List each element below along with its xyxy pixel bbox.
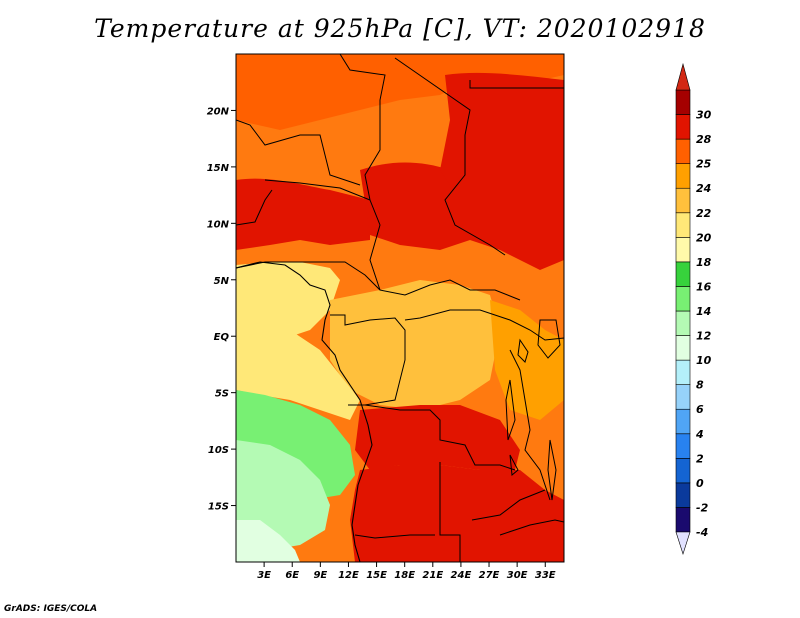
colorbar-swatch [675,408,691,435]
region-congo-basin [330,280,500,410]
border-line [236,189,273,226]
y-tick-label: 5N [214,276,230,287]
region-angola-zambia-plateau [355,405,520,470]
x-tick-label: 21E [422,570,443,581]
lake-outline [517,338,529,363]
x-tick-label: 3E [257,570,271,581]
x-tick-label: 9E [313,570,327,581]
y-tick-label: 10N [207,219,230,230]
colorbar-swatch [675,384,691,410]
border-line [394,57,506,256]
x-axis: 3E 6E 9E 12E 15E 18E 21E 24E 27E 30E 33E [257,562,556,581]
region-western-sahel-band [236,178,370,250]
colorbar-label: 16 [696,280,712,293]
colorbar-label: 20 [696,231,712,244]
lakes [505,319,561,501]
political-borders [236,54,564,562]
colorbar-swatch [675,433,691,459]
grads-credit: GrADS: IGES/COLA [4,604,98,614]
border-line [439,462,461,562]
border-line [348,404,516,471]
border-line [499,519,564,536]
chart-title: Temperature at 925hPa [C], VT: 202010291… [94,14,706,43]
lake-outline [505,379,516,441]
colorbar-swatch [675,237,691,263]
map-field [236,54,564,562]
colorbar-label: 18 [696,256,712,269]
colorbar-swatch [675,286,691,312]
x-tick-label: 27E [479,570,500,581]
region-southern-interior [350,465,564,562]
border-line [404,309,564,341]
y-tick-label: 20N [207,106,230,117]
x-tick-label: 15E [366,570,387,581]
colorbar-label: 6 [696,403,704,416]
lake-outline [537,319,561,359]
colorbar-label: 30 [696,109,712,122]
colorbar-swatch [675,138,691,164]
coastline [236,261,373,562]
colorbar-label: 10 [696,354,712,367]
colorbar-label: 22 [696,207,712,220]
border-line [509,349,551,501]
region-east-sudan-region [440,72,564,271]
colorbar-label: 4 [695,428,704,441]
colorbar-label: 0 [696,477,704,490]
y-tick-label: 15S [208,502,229,513]
y-tick-label: 5S [215,389,229,400]
x-tick-label: 18E [394,570,415,581]
region-gulf-of-guinea-coast [236,262,340,340]
border-line [354,534,435,539]
colorbar-swatch [675,310,691,336]
lake-outline [547,439,557,501]
colorbar-label: -2 [696,501,709,514]
colorbar-label: 28 [696,133,712,146]
y-tick-label: 10S [208,445,229,456]
x-tick-label: 6E [285,570,299,581]
colorbar-swatch [675,187,691,214]
plot-frame [235,53,565,563]
border-line [236,119,361,186]
colorbar-label: 12 [696,330,712,343]
colorbar-label: 14 [696,305,711,318]
border-line [264,179,371,201]
region-atlantic-ocean-far-southwest [236,520,300,562]
colorbar-label: 24 [696,182,711,195]
border-line [469,80,564,89]
colorbar-swatch [675,163,691,189]
lake-outline [509,454,519,476]
border-line [339,54,386,291]
colorbar-swatch [675,507,691,533]
colorbar-swatch [675,359,691,385]
x-tick-label: 12E [338,570,359,581]
colorbar-swatch [675,89,691,115]
border-line [236,261,320,269]
colorbar-swatch [675,212,691,238]
border-line [330,314,406,406]
colorbar-swatch [675,482,691,508]
x-tick-label: 24E [451,570,472,581]
colorbar-swatch [675,261,691,287]
colorbar-label: 25 [696,158,712,171]
colorbar-label: 8 [696,379,704,392]
x-tick-label: 30E [507,570,528,581]
colorbar-label: -4 [696,526,708,539]
y-tick-label: EQ [214,332,230,343]
coastline-path [236,261,373,562]
colorbar-under-arrow [675,531,691,555]
colorbar-swatch [675,114,691,140]
colorbar-label: 2 [696,452,704,465]
colorbar-over-arrow [675,62,691,91]
x-tick-label: 33E [535,570,556,581]
y-axis: 20N 15N 10N 5N EQ 5S 10S 15S [207,106,236,513]
colorbar-swatch [675,458,691,484]
colorbar-swatch [675,335,691,361]
y-tick-label: 15N [207,163,230,174]
border-line [471,489,546,521]
border-line [320,261,521,301]
region-atlantic-ocean-equatorial [236,330,360,420]
